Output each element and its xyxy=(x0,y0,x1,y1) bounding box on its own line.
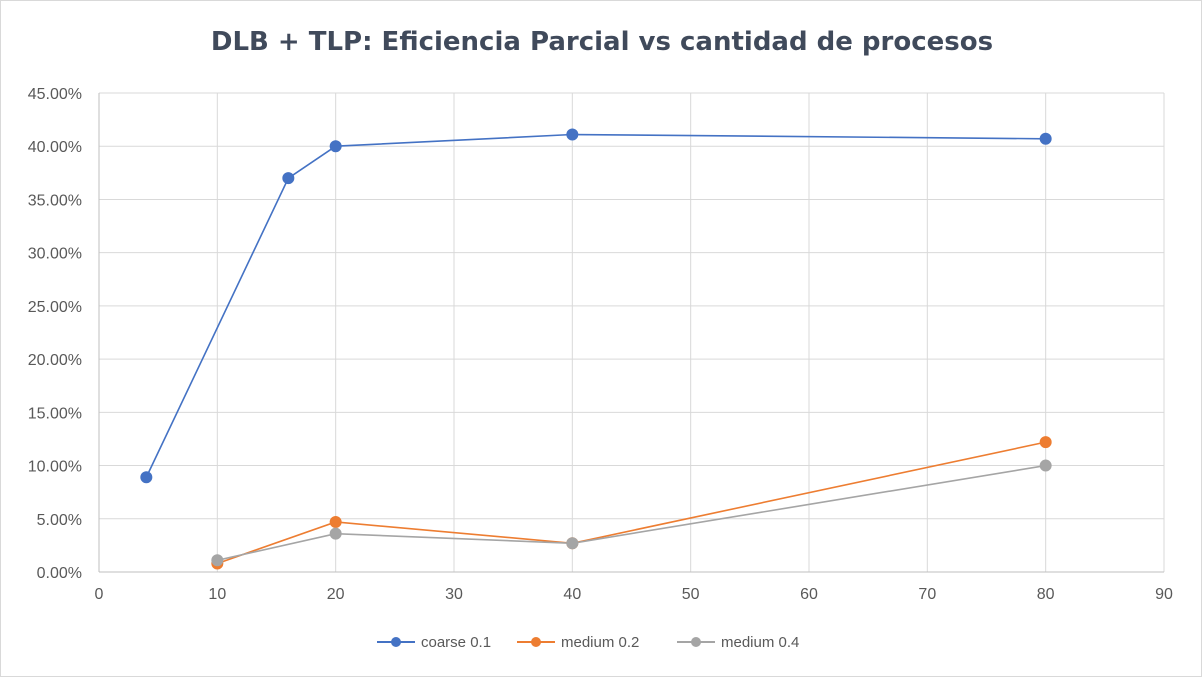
series-line xyxy=(217,464,1046,562)
data-point xyxy=(1039,436,1052,449)
gridlines xyxy=(99,92,1165,572)
legend: coarse 0.1 medium 0.2 medium 0.4 xyxy=(377,634,799,651)
y-tick-label: 15.00% xyxy=(28,405,82,422)
x-tick-label: 40 xyxy=(563,586,581,603)
series-line xyxy=(217,441,1046,565)
data-point xyxy=(329,140,342,153)
x-tick-label: 30 xyxy=(445,586,463,603)
x-tick-label: 50 xyxy=(682,586,700,603)
y-tick-label: 30.00% xyxy=(28,246,82,263)
legend-swatch-marker xyxy=(691,637,701,647)
data-point xyxy=(566,128,579,141)
y-tick-label: 40.00% xyxy=(28,139,82,156)
chart-title: DLB + TLP: Eficiencia Parcial vs cantida… xyxy=(210,27,994,57)
legend-swatch-marker xyxy=(531,637,541,647)
legend-label: medium 0.2 xyxy=(561,634,639,651)
y-tick-label: 5.00% xyxy=(37,512,82,529)
legend-label: medium 0.4 xyxy=(721,634,799,651)
x-tick-label: 80 xyxy=(1037,586,1055,603)
y-tick-label: 10.00% xyxy=(28,459,82,476)
series-lines xyxy=(140,128,1052,570)
x-tick-label: 90 xyxy=(1155,586,1173,603)
y-tick-label: 35.00% xyxy=(28,192,82,209)
y-tick-label: 20.00% xyxy=(28,352,82,369)
x-tick-label: 60 xyxy=(800,586,818,603)
x-tick-label: 10 xyxy=(208,586,226,603)
data-point xyxy=(329,515,342,528)
data-point xyxy=(211,554,224,567)
axes: 0.00% 5.00% 10.00% 15.00% 20.00% 25.00% 30.00%… xyxy=(28,86,1173,603)
x-tick-label: 70 xyxy=(918,586,936,603)
x-tick-label: 0 xyxy=(95,586,104,603)
legend-swatch-marker xyxy=(391,637,401,647)
data-point xyxy=(1039,132,1052,145)
y-tick-label: 25.00% xyxy=(28,299,82,316)
data-point xyxy=(566,537,579,550)
data-point xyxy=(282,172,295,185)
x-tick-label: 20 xyxy=(327,586,345,603)
legend-label: coarse 0.1 xyxy=(421,634,491,651)
data-point xyxy=(329,527,342,540)
data-point xyxy=(1039,459,1052,472)
y-tick-label: 45.00% xyxy=(28,86,82,103)
y-tick-label: 0.00% xyxy=(37,565,82,582)
data-point xyxy=(140,471,153,484)
